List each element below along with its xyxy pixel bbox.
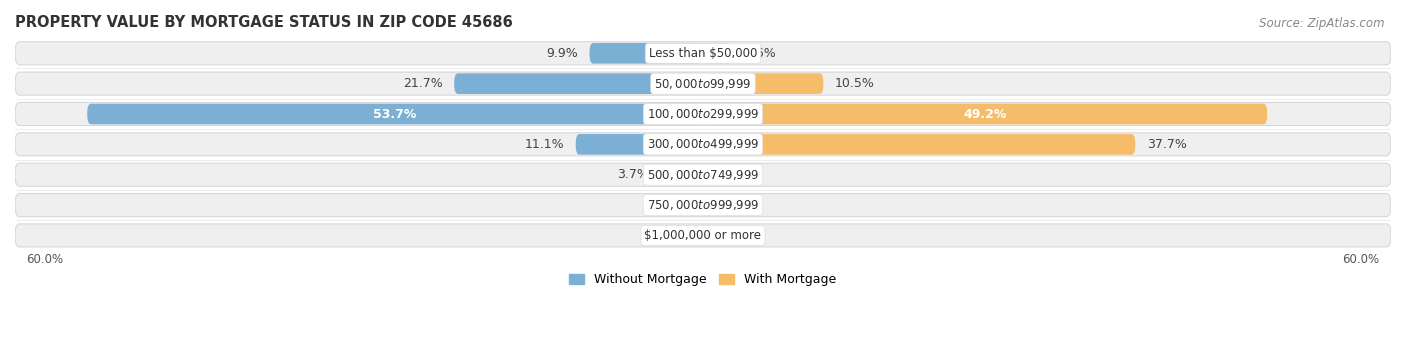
FancyBboxPatch shape [575,134,703,155]
Legend: Without Mortgage, With Mortgage: Without Mortgage, With Mortgage [564,268,842,291]
FancyBboxPatch shape [15,102,1391,125]
Text: 0.0%: 0.0% [720,229,752,242]
Text: 60.0%: 60.0% [27,253,63,266]
Text: 49.2%: 49.2% [963,107,1007,120]
Text: Source: ZipAtlas.com: Source: ZipAtlas.com [1260,17,1385,30]
FancyBboxPatch shape [454,73,703,94]
Text: 0.0%: 0.0% [654,229,686,242]
FancyBboxPatch shape [661,164,703,185]
Text: 11.1%: 11.1% [524,138,564,151]
Text: 0.0%: 0.0% [720,168,752,181]
FancyBboxPatch shape [87,104,703,124]
FancyBboxPatch shape [703,134,1135,155]
Text: 0.0%: 0.0% [720,198,752,211]
Text: PROPERTY VALUE BY MORTGAGE STATUS IN ZIP CODE 45686: PROPERTY VALUE BY MORTGAGE STATUS IN ZIP… [15,15,513,30]
Text: 3.7%: 3.7% [617,168,650,181]
Text: $100,000 to $299,999: $100,000 to $299,999 [647,107,759,121]
FancyBboxPatch shape [703,104,1267,124]
Text: 60.0%: 60.0% [1343,253,1379,266]
Text: $750,000 to $999,999: $750,000 to $999,999 [647,198,759,212]
Text: $500,000 to $749,999: $500,000 to $749,999 [647,168,759,182]
Text: 37.7%: 37.7% [1147,138,1187,151]
Text: 9.9%: 9.9% [547,47,578,60]
Text: $50,000 to $99,999: $50,000 to $99,999 [654,77,752,91]
Text: 2.6%: 2.6% [744,47,776,60]
Text: 0.0%: 0.0% [654,198,686,211]
FancyBboxPatch shape [15,72,1391,95]
Text: $1,000,000 or more: $1,000,000 or more [644,229,762,242]
FancyBboxPatch shape [15,224,1391,247]
Text: 21.7%: 21.7% [404,77,443,90]
Text: $300,000 to $499,999: $300,000 to $499,999 [647,137,759,151]
FancyBboxPatch shape [15,194,1391,217]
Text: Less than $50,000: Less than $50,000 [648,47,758,60]
FancyBboxPatch shape [589,43,703,64]
Text: 10.5%: 10.5% [835,77,875,90]
FancyBboxPatch shape [703,43,733,64]
FancyBboxPatch shape [15,133,1391,156]
Text: 53.7%: 53.7% [374,107,416,120]
FancyBboxPatch shape [15,42,1391,65]
FancyBboxPatch shape [15,163,1391,186]
FancyBboxPatch shape [703,73,824,94]
